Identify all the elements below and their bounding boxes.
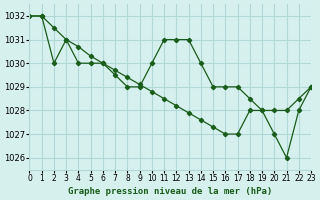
X-axis label: Graphe pression niveau de la mer (hPa): Graphe pression niveau de la mer (hPa) [68,187,272,196]
